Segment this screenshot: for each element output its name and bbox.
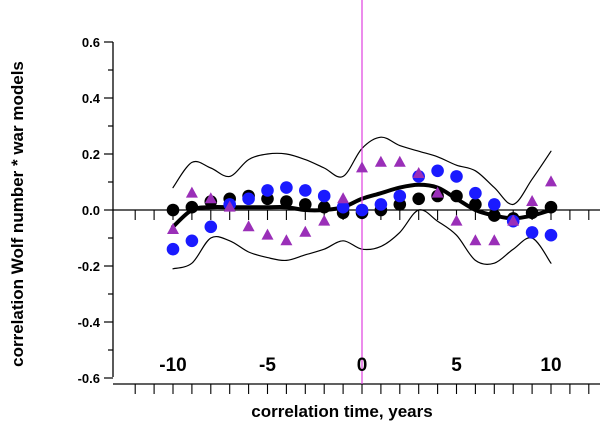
purple-triangle-point	[299, 225, 312, 237]
purple-triangle-point	[204, 192, 217, 204]
y-tick-label: -0.6	[78, 371, 100, 386]
blue-point	[166, 242, 180, 256]
purple-triangle-point	[431, 186, 444, 198]
blue-point	[317, 189, 331, 203]
purple-triangle-point	[356, 161, 368, 173]
purple-triangle-point	[393, 155, 406, 167]
y-tick-label: 0.2	[82, 147, 100, 162]
blue-point	[280, 181, 293, 194]
black-point	[469, 198, 482, 211]
black-point	[185, 200, 199, 214]
purple-triangle-point	[450, 214, 463, 226]
blue-point	[469, 186, 482, 200]
y-tick-label: -0.2	[78, 259, 100, 274]
x-axis-title: correlation time, years	[251, 402, 432, 421]
purple-triangle-point	[185, 186, 198, 198]
x-tick-label: 0	[357, 355, 368, 376]
purple-triangle-point	[223, 200, 236, 212]
black-point	[488, 209, 501, 222]
purple-triangle-point	[242, 220, 255, 232]
purple-triangle-point	[167, 223, 179, 234]
black-point	[299, 198, 312, 211]
x-tick-label: -5	[259, 355, 276, 376]
tick-labels: -0.6 -0.4 -0.2 0.0 0.2 0.4 0.6 -10 -5 0 5 10	[78, 35, 562, 386]
black-point	[544, 200, 558, 214]
blue-point	[242, 192, 255, 206]
blue-point	[525, 226, 539, 239]
data-points	[166, 155, 558, 256]
purple-triangle-point	[280, 234, 293, 246]
black-point	[166, 203, 180, 217]
blue-point	[544, 228, 558, 242]
purple-triangle-point	[526, 195, 539, 206]
y-tick-label: 0.4	[82, 91, 101, 106]
x-tick-label: -10	[159, 355, 186, 376]
purple-triangle-point	[545, 175, 557, 187]
black-point	[450, 189, 463, 203]
black-point	[412, 192, 426, 206]
x-tick-label: 10	[540, 355, 561, 376]
black-point	[280, 195, 293, 208]
blue-point	[299, 184, 312, 197]
blue-point	[374, 198, 388, 211]
blue-point	[431, 164, 444, 178]
y-axis-title: correlation Wolf number * war models	[8, 61, 27, 367]
blue-point	[393, 189, 407, 203]
blue-point	[450, 170, 463, 183]
blue-point	[336, 200, 350, 214]
x-tick-label: 5	[451, 355, 462, 376]
blue-point	[204, 220, 218, 234]
y-tick-label: -0.4	[78, 315, 101, 330]
purple-triangle-point	[337, 192, 350, 204]
blue-point	[488, 198, 501, 211]
blue-point	[261, 184, 274, 197]
y-tick-label: 0.0	[82, 203, 100, 218]
purple-triangle-point	[507, 214, 520, 226]
purple-triangle-point	[261, 228, 274, 240]
purple-triangle-point	[412, 167, 425, 178]
purple-triangle-point	[318, 214, 331, 226]
purple-triangle-point	[488, 234, 501, 246]
purple-triangle-point	[469, 234, 482, 246]
black-point	[317, 200, 331, 214]
blue-point	[355, 203, 369, 217]
y-tick-label: 0.6	[82, 35, 100, 50]
blue-point	[185, 234, 199, 248]
purple-triangle-point	[374, 155, 387, 167]
black-point	[525, 206, 539, 220]
